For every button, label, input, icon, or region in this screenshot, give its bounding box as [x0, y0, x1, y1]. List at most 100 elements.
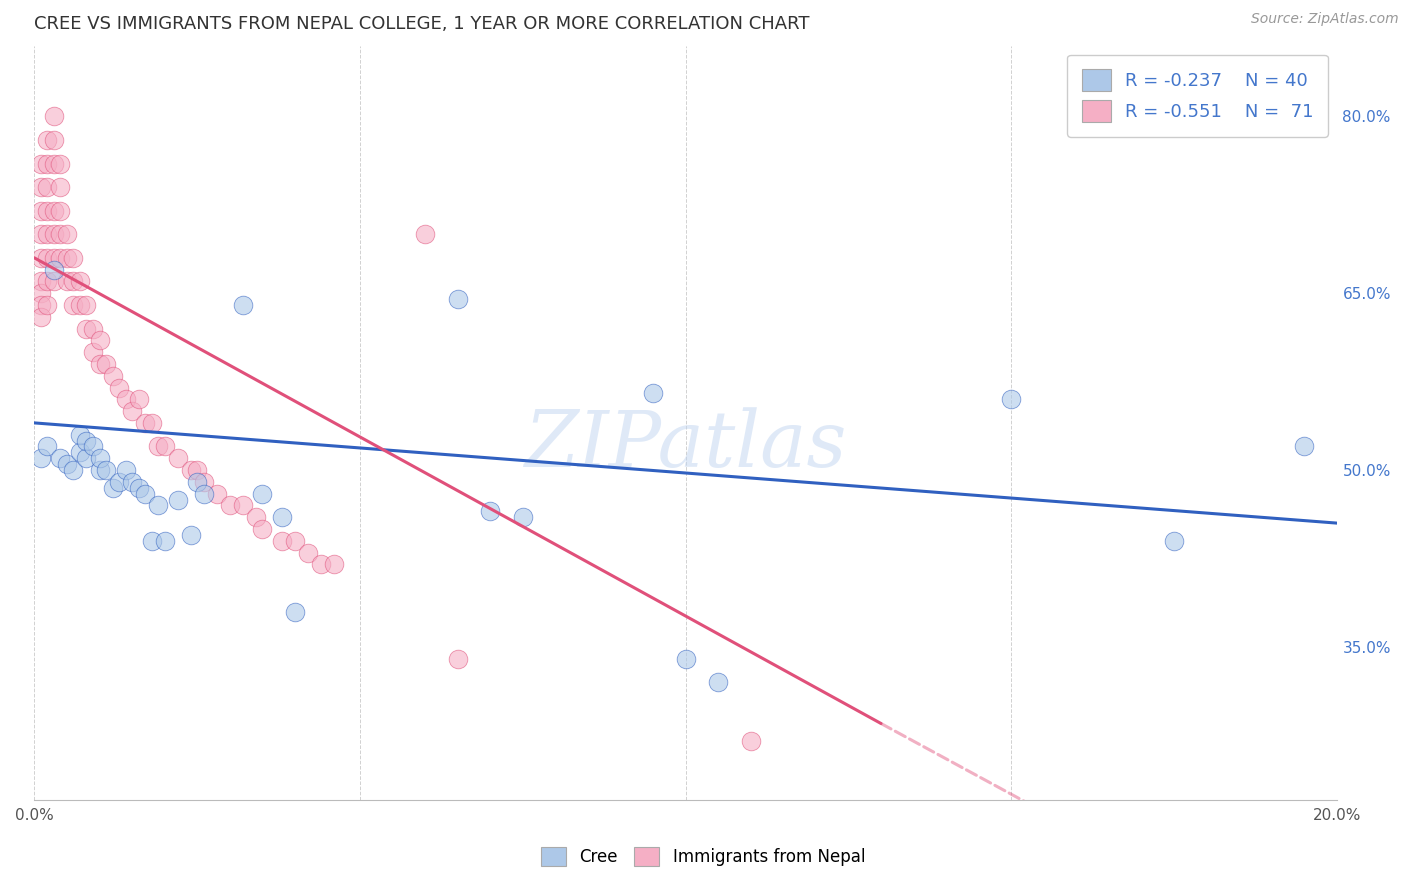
Point	[413, 227, 436, 242]
Point	[37, 156, 59, 170]
Point	[30, 298, 52, 312]
Point	[62, 251, 84, 265]
Point	[166, 492, 188, 507]
Point	[30, 180, 52, 194]
Point	[134, 416, 156, 430]
Point	[205, 486, 228, 500]
Point	[76, 434, 98, 448]
Point	[675, 651, 697, 665]
Point	[89, 334, 111, 348]
Point	[56, 251, 79, 265]
Point	[121, 475, 143, 489]
Point	[62, 463, 84, 477]
Legend: R = -0.237    N = 40, R = -0.551    N =  71: R = -0.237 N = 40, R = -0.551 N = 71	[1067, 54, 1327, 136]
Point	[30, 310, 52, 324]
Point	[186, 463, 208, 477]
Point	[30, 451, 52, 466]
Point	[82, 440, 104, 454]
Point	[141, 416, 163, 430]
Point	[309, 558, 332, 572]
Point	[82, 345, 104, 359]
Point	[512, 510, 534, 524]
Point	[101, 368, 124, 383]
Point	[108, 380, 131, 394]
Point	[69, 275, 91, 289]
Point	[89, 463, 111, 477]
Point	[37, 180, 59, 194]
Point	[30, 203, 52, 218]
Point	[42, 133, 65, 147]
Point	[128, 392, 150, 407]
Point	[42, 227, 65, 242]
Point	[69, 298, 91, 312]
Point	[37, 275, 59, 289]
Text: ZIPatlas: ZIPatlas	[524, 408, 846, 483]
Point	[89, 357, 111, 371]
Point	[193, 486, 215, 500]
Point	[37, 298, 59, 312]
Point	[128, 481, 150, 495]
Point	[218, 499, 240, 513]
Point	[62, 298, 84, 312]
Point	[153, 533, 176, 548]
Point	[134, 486, 156, 500]
Point	[166, 451, 188, 466]
Point	[284, 605, 307, 619]
Point	[1163, 533, 1185, 548]
Point	[37, 227, 59, 242]
Text: Source: ZipAtlas.com: Source: ZipAtlas.com	[1251, 12, 1399, 26]
Point	[94, 357, 117, 371]
Point	[30, 286, 52, 301]
Point	[186, 475, 208, 489]
Point	[42, 109, 65, 123]
Point	[323, 558, 346, 572]
Point	[479, 504, 502, 518]
Point	[153, 440, 176, 454]
Point	[108, 475, 131, 489]
Point	[62, 275, 84, 289]
Point	[49, 251, 72, 265]
Point	[707, 675, 730, 690]
Point	[76, 321, 98, 335]
Point	[270, 533, 292, 548]
Point	[146, 440, 169, 454]
Point	[30, 227, 52, 242]
Point	[30, 156, 52, 170]
Point	[114, 463, 136, 477]
Point	[37, 440, 59, 454]
Point	[180, 463, 202, 477]
Point	[193, 475, 215, 489]
Text: CREE VS IMMIGRANTS FROM NEPAL COLLEGE, 1 YEAR OR MORE CORRELATION CHART: CREE VS IMMIGRANTS FROM NEPAL COLLEGE, 1…	[34, 15, 810, 33]
Point	[30, 275, 52, 289]
Legend: Cree, Immigrants from Nepal: Cree, Immigrants from Nepal	[533, 838, 873, 875]
Point	[76, 298, 98, 312]
Point	[141, 533, 163, 548]
Point	[56, 227, 79, 242]
Point	[56, 275, 79, 289]
Point	[284, 533, 307, 548]
Point	[76, 451, 98, 466]
Point	[245, 510, 267, 524]
Point	[643, 386, 665, 401]
Point	[1294, 440, 1316, 454]
Point	[270, 510, 292, 524]
Point	[42, 262, 65, 277]
Point	[447, 292, 470, 306]
Point	[146, 499, 169, 513]
Point	[42, 275, 65, 289]
Point	[69, 427, 91, 442]
Point	[49, 180, 72, 194]
Point	[89, 451, 111, 466]
Point	[232, 298, 254, 312]
Point	[30, 251, 52, 265]
Point	[42, 203, 65, 218]
Point	[69, 445, 91, 459]
Point	[49, 451, 72, 466]
Point	[37, 203, 59, 218]
Point	[114, 392, 136, 407]
Point	[1000, 392, 1022, 407]
Point	[49, 156, 72, 170]
Point	[56, 457, 79, 471]
Point	[740, 734, 762, 748]
Point	[101, 481, 124, 495]
